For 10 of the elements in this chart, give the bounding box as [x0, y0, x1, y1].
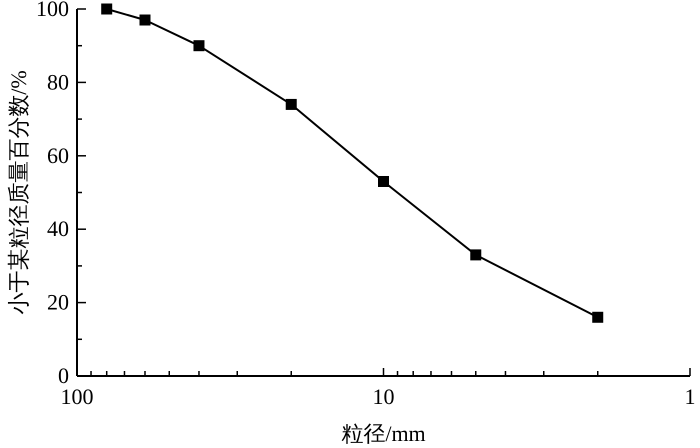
y-tick-label: 60	[47, 142, 69, 168]
y-tick-label: 0	[58, 363, 69, 388]
x-tick-label: 10	[372, 384, 394, 409]
x-axis-title: 粒径/mm	[341, 421, 426, 446]
y-tick-label: 80	[47, 69, 69, 94]
y-tick-label: 100	[36, 0, 69, 21]
y-tick-label: 20	[47, 290, 69, 315]
y-tick-label: 40	[47, 216, 69, 242]
y-axis-title: 小于某粒径质量百分数/%	[6, 70, 31, 315]
x-tick-label: 1	[684, 384, 696, 409]
